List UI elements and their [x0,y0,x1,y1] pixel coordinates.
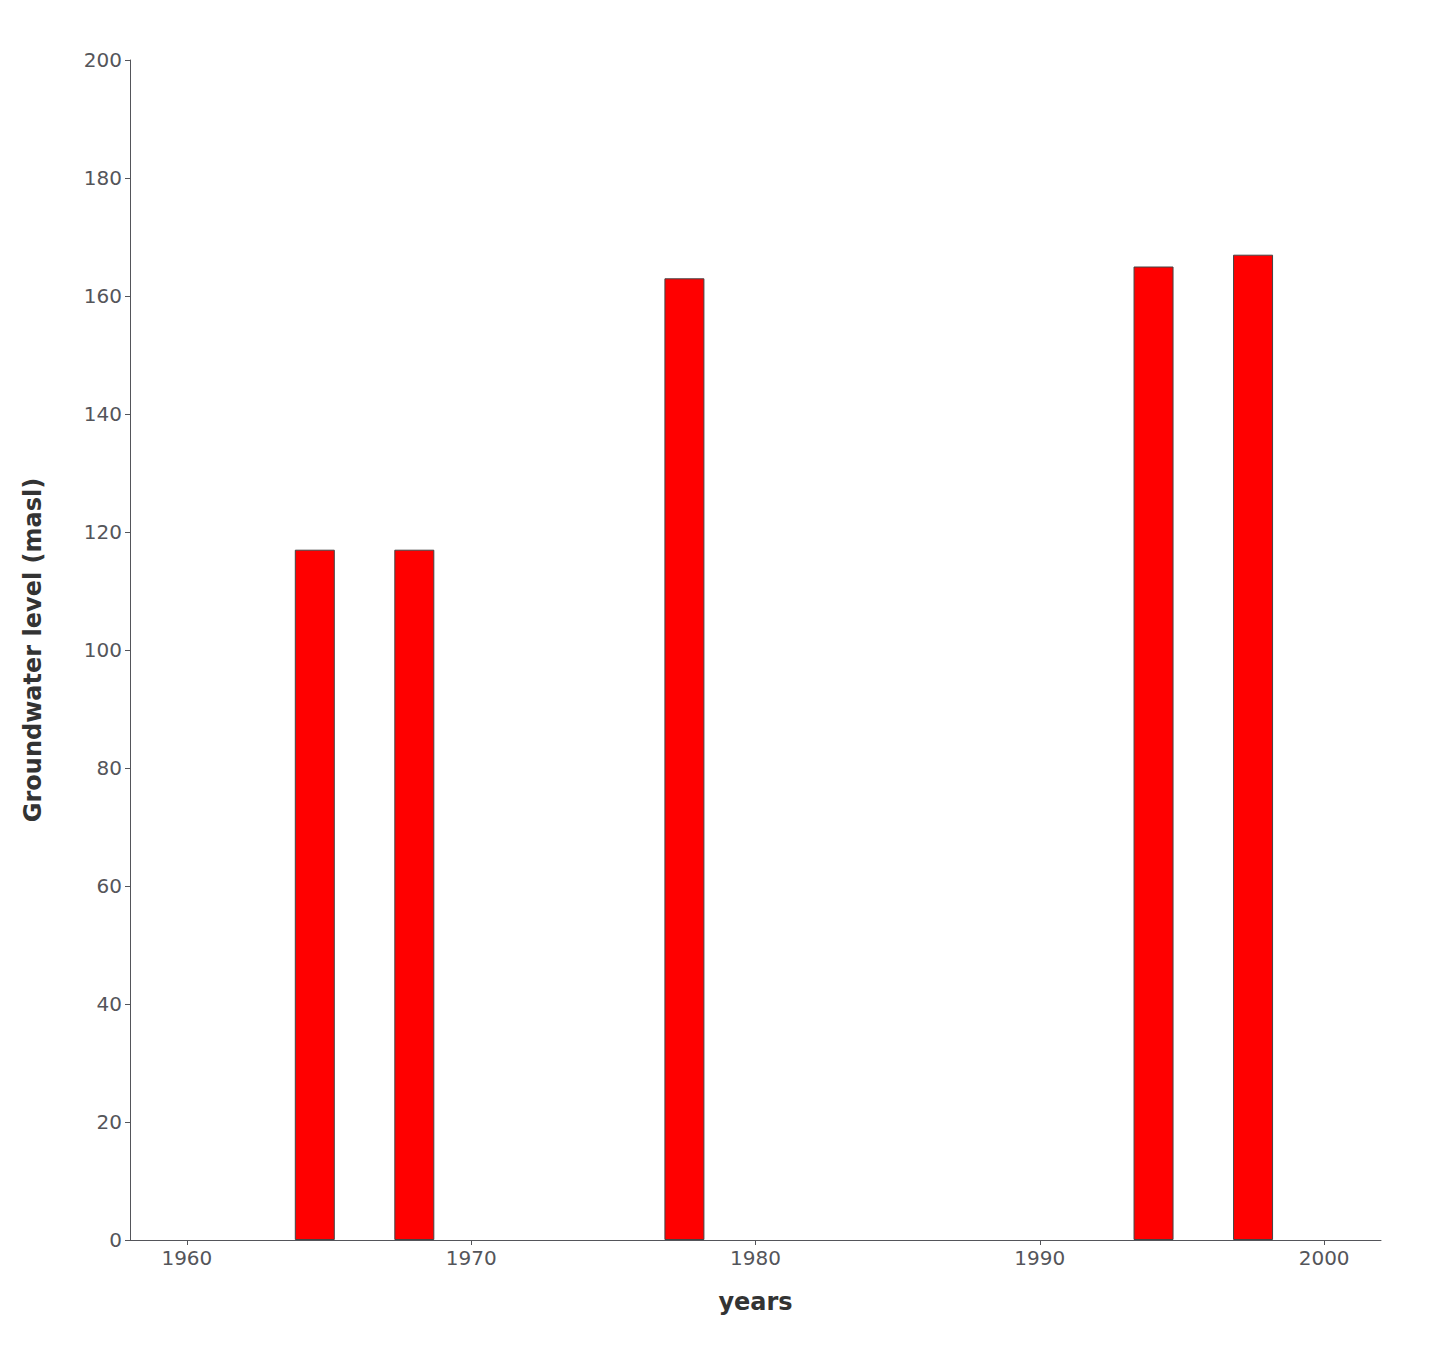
svg-text:20: 20 [97,1110,122,1134]
svg-text:0: 0 [109,1228,122,1252]
svg-text:100: 100 [84,638,122,662]
svg-text:120: 120 [84,520,122,544]
svg-text:200: 200 [84,48,122,72]
svg-text:1990: 1990 [1014,1246,1065,1270]
svg-text:1960: 1960 [161,1246,212,1270]
svg-text:1970: 1970 [446,1246,497,1270]
svg-text:180: 180 [84,166,122,190]
svg-text:140: 140 [84,402,122,426]
svg-text:1980: 1980 [730,1246,781,1270]
svg-text:years: years [718,1288,792,1316]
svg-text:60: 60 [97,874,122,898]
svg-text:Groundwater level (masl): Groundwater level (masl) [19,478,47,822]
svg-text:80: 80 [97,756,122,780]
svg-text:160: 160 [84,284,122,308]
svg-text:40: 40 [97,992,122,1016]
svg-text:2000: 2000 [1299,1246,1350,1270]
